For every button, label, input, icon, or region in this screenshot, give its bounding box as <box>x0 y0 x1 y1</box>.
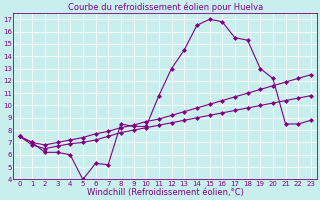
X-axis label: Windchill (Refroidissement éolien,°C): Windchill (Refroidissement éolien,°C) <box>87 188 244 197</box>
Title: Courbe du refroidissement éolien pour Huelva: Courbe du refroidissement éolien pour Hu… <box>68 3 263 12</box>
